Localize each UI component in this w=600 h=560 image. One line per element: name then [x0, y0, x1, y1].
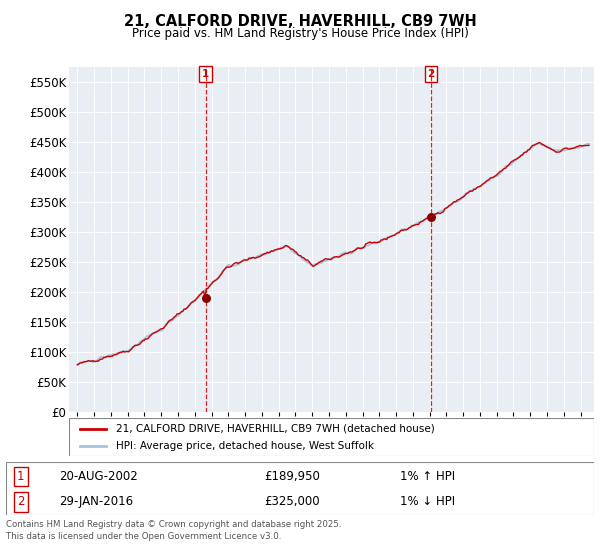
Text: 2: 2 — [17, 496, 25, 508]
Point — [201, 293, 211, 302]
Text: 29-JAN-2016: 29-JAN-2016 — [59, 496, 133, 508]
Text: 21, CALFORD DRIVE, HAVERHILL, CB9 7WH: 21, CALFORD DRIVE, HAVERHILL, CB9 7WH — [124, 14, 476, 29]
Text: 1: 1 — [17, 470, 25, 483]
Text: 1: 1 — [202, 69, 209, 79]
Text: Contains HM Land Registry data © Crown copyright and database right 2025.: Contains HM Land Registry data © Crown c… — [6, 520, 341, 529]
Text: Price paid vs. HM Land Registry's House Price Index (HPI): Price paid vs. HM Land Registry's House … — [131, 27, 469, 40]
Text: 1% ↓ HPI: 1% ↓ HPI — [400, 496, 455, 508]
Text: 2: 2 — [427, 69, 434, 79]
Point — [426, 212, 436, 221]
Text: HPI: Average price, detached house, West Suffolk: HPI: Average price, detached house, West… — [116, 441, 374, 451]
Text: £325,000: £325,000 — [265, 496, 320, 508]
Text: £189,950: £189,950 — [265, 470, 320, 483]
Text: 1% ↑ HPI: 1% ↑ HPI — [400, 470, 455, 483]
Text: This data is licensed under the Open Government Licence v3.0.: This data is licensed under the Open Gov… — [6, 532, 281, 541]
FancyBboxPatch shape — [6, 462, 594, 515]
Text: 21, CALFORD DRIVE, HAVERHILL, CB9 7WH (detached house): 21, CALFORD DRIVE, HAVERHILL, CB9 7WH (d… — [116, 424, 435, 434]
Text: 20-AUG-2002: 20-AUG-2002 — [59, 470, 137, 483]
FancyBboxPatch shape — [69, 418, 594, 456]
